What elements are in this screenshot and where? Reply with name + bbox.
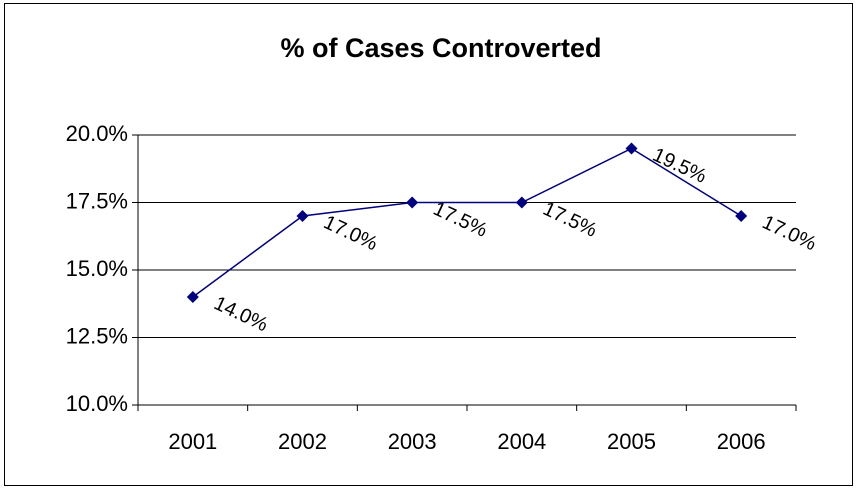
y-tick-label: 17.5% <box>66 188 128 213</box>
x-tick-label: 2006 <box>717 429 766 454</box>
marker <box>625 142 638 155</box>
marker <box>515 196 528 209</box>
y-tick-label: 12.5% <box>66 323 128 348</box>
marker <box>296 210 309 222</box>
chart-frame <box>4 3 853 486</box>
series-line <box>192 147 742 298</box>
x-tick-label: 2003 <box>388 429 437 454</box>
x-tick-label: 2001 <box>168 429 217 454</box>
x-tick-label: 2005 <box>607 429 656 454</box>
y-tick-label: 10.0% <box>66 391 128 416</box>
marker <box>186 291 199 303</box>
x-tick-label: 2002 <box>278 429 327 454</box>
x-tick-label: 2004 <box>497 429 546 454</box>
y-tick-label: 15.0% <box>66 256 128 281</box>
y-tick-label: 20.0% <box>66 121 128 146</box>
chart-title: % of Cases Controverted <box>280 33 601 63</box>
marker <box>406 196 419 209</box>
marker <box>735 210 748 222</box>
